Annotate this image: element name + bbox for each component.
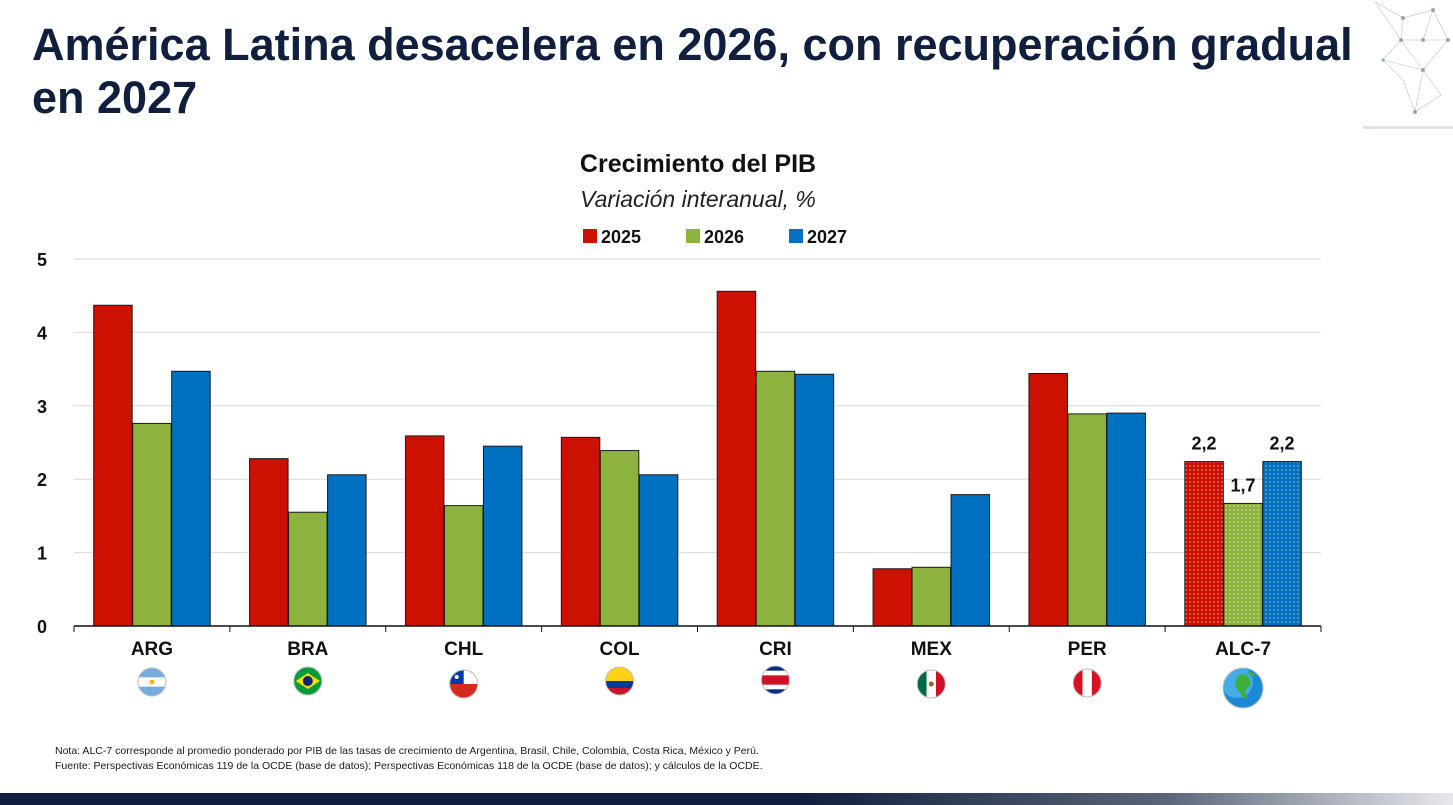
data-label: 2,2	[1192, 434, 1217, 454]
data-label: 1,7	[1231, 475, 1256, 495]
legend-swatch-2025	[583, 229, 597, 243]
bar-col-2026	[599, 450, 640, 627]
footnotes: Nota: ALC-7 corresponde al promedio pond…	[55, 744, 763, 774]
bar-per-2025	[1028, 373, 1068, 627]
legend: 2025 2026 2027	[583, 227, 847, 247]
bar-chl-2025	[404, 435, 445, 627]
y-axis: 0 1 2 3 4 5	[37, 250, 47, 637]
bar-col-2025	[560, 436, 601, 627]
y-tick-label: 0	[37, 617, 47, 637]
brazil-flag-icon	[293, 666, 323, 696]
data-labels: 2,2 1,7 2,2	[1192, 434, 1295, 496]
gdp-growth-chart: Crecimiento del PIB Variación interanual…	[37, 150, 1322, 709]
x-axis: ARG BRA CHL COL CRI MEX PER ALC-7	[73, 625, 1322, 660]
legend-label-2026: 2026	[704, 227, 744, 247]
argentina-flag-icon	[137, 667, 167, 697]
fuente-text: Fuente: Perspectivas Económicas 119 de l…	[55, 760, 763, 772]
y-tick-label: 5	[37, 250, 47, 270]
costa-rica-flag-icon	[760, 665, 790, 695]
bar-cri-2027	[794, 373, 835, 627]
bar-alc-7-2026	[1223, 502, 1263, 627]
bottom-bar	[0, 793, 1453, 805]
x-tick-label: PER	[1068, 639, 1107, 660]
bar-arg-2025	[93, 304, 133, 627]
bar-chl-2026	[443, 505, 484, 627]
bar-bra-2027	[327, 474, 367, 627]
legend-swatch-2027	[789, 229, 803, 243]
bars	[93, 290, 1302, 627]
x-tick-label: ALC-7	[1215, 639, 1271, 660]
bar-arg-2027	[171, 370, 211, 627]
bar-cri-2025	[716, 290, 757, 627]
bar-cri-2026	[755, 370, 796, 627]
legend-swatch-2026	[686, 229, 700, 243]
legend-label-2027: 2027	[807, 227, 847, 247]
bar-col-2027	[638, 474, 679, 627]
network-logo-icon	[1363, 1, 1453, 129]
legend-label-2025: 2025	[601, 227, 641, 247]
mexico-flag-icon	[916, 669, 946, 699]
x-tick-label: MEX	[911, 639, 953, 660]
y-tick-label: 1	[37, 544, 47, 564]
nota-text: Nota: ALC-7 corresponde al promedio pond…	[55, 745, 759, 757]
bar-per-2026	[1067, 413, 1107, 627]
flags	[137, 665, 1264, 709]
x-tick-label: ARG	[131, 639, 173, 660]
y-tick-label: 3	[37, 397, 47, 417]
bar-mex-2027	[950, 494, 991, 627]
bar-mex-2025	[872, 568, 913, 627]
bar-per-2027	[1106, 412, 1146, 627]
chart-title: Crecimiento del PIB	[580, 150, 816, 178]
globe-icon	[1222, 667, 1264, 709]
x-tick-label: BRA	[287, 639, 328, 660]
bar-bra-2025	[249, 458, 289, 627]
bar-mex-2026	[911, 566, 952, 627]
bar-arg-2026	[132, 422, 172, 627]
x-tick-label: CHL	[444, 639, 483, 660]
bar-alc-7-2027	[1262, 461, 1302, 627]
bar-chl-2027	[482, 445, 523, 627]
chile-flag-icon	[449, 669, 479, 699]
data-label: 2,2	[1270, 434, 1295, 454]
peru-flag-icon	[1072, 668, 1102, 698]
y-tick-label: 2	[37, 470, 47, 490]
bar-bra-2026	[288, 511, 328, 627]
slide-title: América Latina desacelera en 2026, con r…	[32, 19, 1353, 123]
x-tick-label: COL	[600, 639, 641, 660]
colombia-flag-icon	[605, 666, 635, 696]
chart-subtitle: Variación interanual, %	[580, 186, 816, 212]
x-tick-label: CRI	[759, 639, 792, 660]
y-tick-label: 4	[37, 323, 47, 343]
bar-alc-7-2025	[1184, 461, 1224, 627]
